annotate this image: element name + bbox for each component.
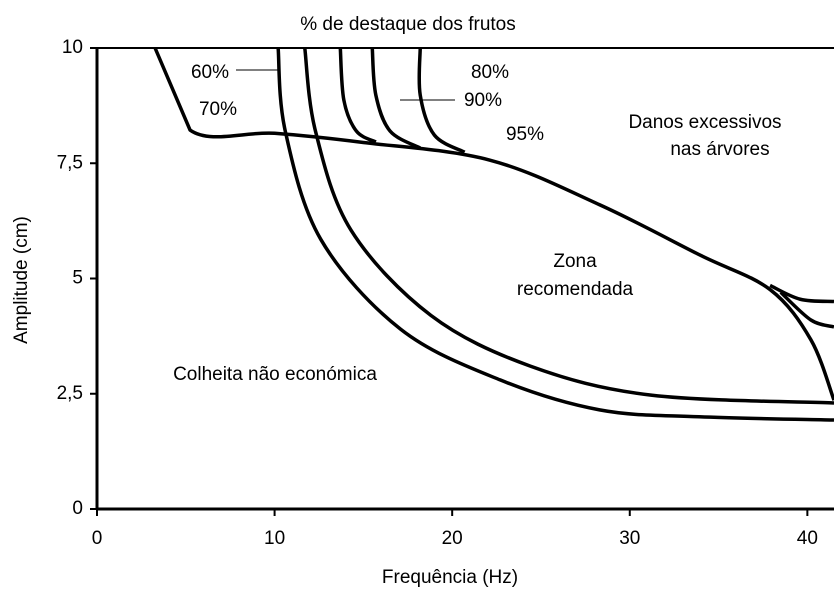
- annotation: 90%: [464, 90, 502, 111]
- curve: [370, 47, 422, 150]
- y-axis-label: Amplitude (cm): [11, 216, 32, 344]
- annotation: 60%: [191, 62, 229, 83]
- curve: [417, 47, 466, 154]
- curve: [779, 291, 834, 329]
- curve: [276, 47, 834, 422]
- curve: [769, 283, 834, 304]
- y-tick-label: 10: [62, 37, 83, 58]
- curve: [303, 47, 834, 405]
- annotation: 70%: [199, 99, 237, 120]
- annotation: 95%: [506, 124, 544, 145]
- x-tick-label: 30: [619, 528, 640, 549]
- curve: [338, 47, 377, 144]
- annotation: Danos excessivos: [628, 112, 781, 133]
- annotation: 80%: [471, 62, 509, 83]
- annotation: recomendada: [517, 279, 634, 300]
- annotation: Colheita não económica: [173, 364, 377, 385]
- x-tick-label: 10: [264, 528, 285, 549]
- y-tick-label: 7,5: [57, 152, 83, 173]
- x-tick-label: 40: [797, 528, 818, 549]
- curve: [153, 47, 834, 401]
- y-tick-label: 2,5: [57, 383, 83, 404]
- x-tick-label: 20: [442, 528, 463, 549]
- annotation: Zona: [553, 251, 597, 272]
- x-axis-label: Frequência (Hz): [382, 567, 518, 588]
- y-tick-label: 0: [72, 498, 83, 519]
- annotation: nas árvores: [670, 139, 769, 160]
- chart-title: % de destaque dos frutos: [300, 14, 515, 35]
- x-tick-label: 0: [92, 528, 103, 549]
- y-tick-label: 5: [72, 268, 83, 289]
